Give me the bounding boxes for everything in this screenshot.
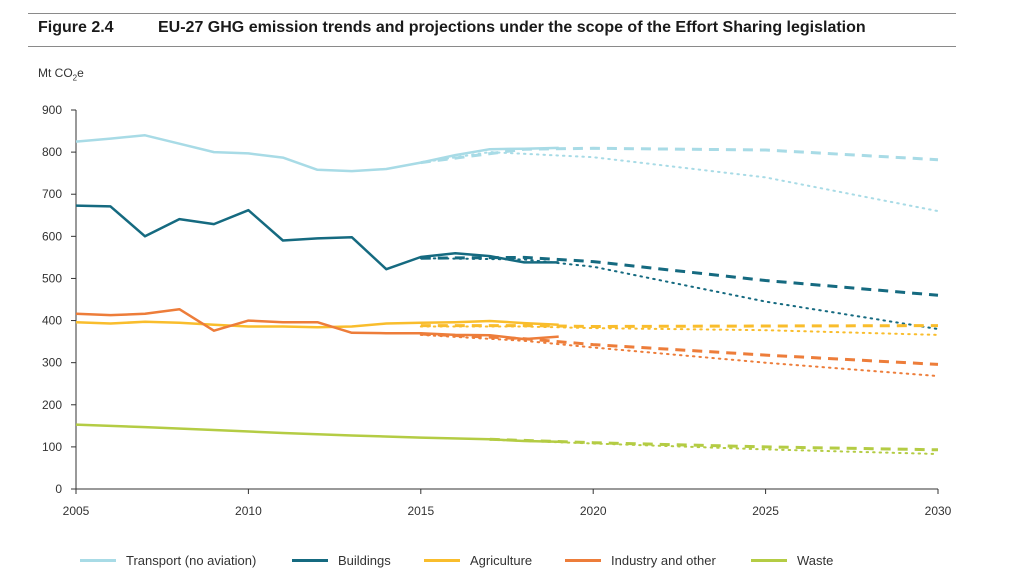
chart-legend: Transport (no aviation) Buildings Agricult… xyxy=(0,553,1036,575)
series-industry-and-other-wam-projection xyxy=(419,333,939,378)
x-tick-label: 2025 xyxy=(752,504,779,518)
x-tick-label: 2030 xyxy=(925,504,952,518)
y-tick-label: 300 xyxy=(42,356,62,370)
legend-item-buildings: Buildings xyxy=(292,553,391,568)
figure-title: EU-27 GHG emission trends and projection… xyxy=(158,19,866,36)
legend-label: Buildings xyxy=(338,553,391,568)
series-buildings-wem-projection xyxy=(420,255,939,297)
figure-label: Figure 2.4 xyxy=(38,19,114,36)
unit-prefix: Mt CO xyxy=(38,66,73,80)
legend-item-waste: Waste xyxy=(751,553,833,568)
series-transport-no-aviation-wam-projection xyxy=(419,151,939,213)
y-tick-label: 400 xyxy=(42,314,62,328)
y-axis-unit-label: Mt CO2e xyxy=(38,66,84,82)
y-tick-label: 200 xyxy=(42,398,62,412)
x-tick-label: 2015 xyxy=(407,504,434,518)
legend-swatch xyxy=(292,559,328,562)
x-tick-label: 2010 xyxy=(235,504,262,518)
series-agriculture-wem-projection xyxy=(420,324,939,329)
series-buildings-wam-projection xyxy=(419,257,939,330)
series-agriculture-wam-projection xyxy=(419,325,939,336)
y-tick-label: 800 xyxy=(42,145,62,159)
legend-swatch xyxy=(565,559,601,562)
unit-subscript: 2 xyxy=(72,73,78,83)
legend-label: Waste xyxy=(797,553,834,568)
x-tick-label: 2005 xyxy=(63,504,90,518)
y-tick-label: 700 xyxy=(42,187,62,201)
legend-swatch xyxy=(751,559,787,562)
legend-label: Industry and other xyxy=(611,553,716,568)
y-tick-label: 600 xyxy=(42,229,62,243)
legend-label: Agriculture xyxy=(470,553,533,568)
series-transport-no-aviation-historic xyxy=(75,134,559,173)
series-buildings-historic xyxy=(75,204,559,271)
legend-swatch xyxy=(80,559,116,562)
series-waste-historic xyxy=(75,423,559,444)
series-transport-no-aviation-wem-projection xyxy=(420,146,939,165)
y-tick-label: 100 xyxy=(42,440,62,454)
legend-swatch xyxy=(424,559,460,562)
legend-item-industry-and-other: Industry and other xyxy=(565,553,716,568)
y-tick-label: 0 xyxy=(55,482,62,496)
legend-label: Transport (no aviation) xyxy=(126,553,257,568)
unit-suffix: e xyxy=(77,66,84,80)
legend-item-agriculture: Agriculture xyxy=(424,553,532,568)
x-tick-label: 2020 xyxy=(580,504,607,518)
series-agriculture-historic xyxy=(75,319,559,329)
header-top-rule xyxy=(28,13,956,14)
header-bottom-rule xyxy=(28,46,956,47)
y-tick-label: 900 xyxy=(42,103,62,117)
legend-item-transport-no-aviation: Transport (no aviation) xyxy=(80,553,256,568)
y-tick-label: 500 xyxy=(42,271,62,285)
series-industry-and-other-wem-projection xyxy=(420,332,939,366)
series-industry-and-other-historic xyxy=(75,307,559,341)
